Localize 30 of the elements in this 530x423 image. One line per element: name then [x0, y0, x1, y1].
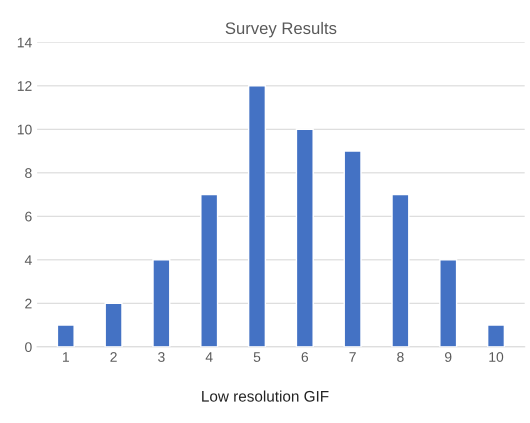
bar — [152, 259, 170, 347]
x-tick-label: 5 — [254, 352, 260, 362]
y-tick-label: 0 — [25, 342, 32, 352]
x-tick-label: 7 — [349, 352, 356, 362]
text: Low resolution GIF — [202, 390, 328, 402]
bar — [344, 150, 362, 347]
bar — [486, 324, 506, 347]
x-tick-label: 8 — [397, 352, 404, 362]
y-tick-label: 14 — [18, 38, 32, 48]
y-tick-label: 8 — [25, 168, 32, 178]
x-tick-label: 2 — [110, 352, 117, 362]
x-tick-label: 1 — [62, 352, 69, 362]
y-tick-label: 6 — [25, 212, 32, 222]
bar — [56, 324, 75, 347]
x-tick-label: 4 — [206, 352, 213, 362]
y-tick-label: 2 — [25, 298, 32, 308]
bar — [296, 128, 314, 347]
y-tick-label: 10 — [18, 124, 32, 134]
bar — [200, 194, 218, 347]
x-tick-label: 9 — [445, 352, 452, 362]
x-tick-label: 10 — [489, 352, 504, 362]
x-tick-label: 6 — [302, 352, 308, 362]
bar — [439, 259, 458, 347]
y-tick-label: 12 — [18, 81, 32, 91]
x-tick-label: 3 — [158, 352, 165, 362]
bar — [391, 194, 410, 347]
bar — [248, 85, 266, 347]
y-tick-label: 4 — [24, 255, 32, 265]
bar — [104, 302, 123, 347]
chart-title: Survey Results — [226, 22, 336, 38]
